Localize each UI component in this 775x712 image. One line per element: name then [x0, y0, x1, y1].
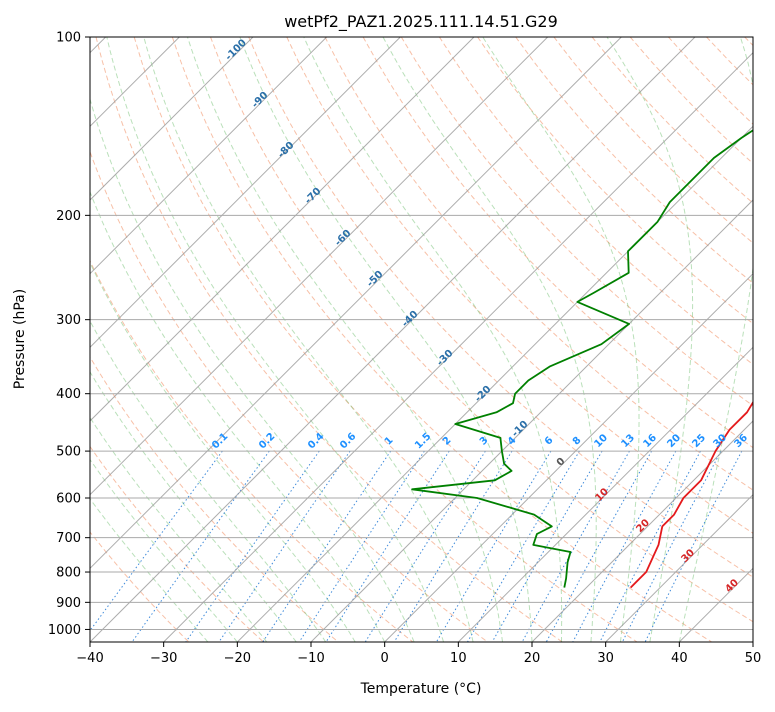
x-tick-label: −40: [76, 651, 103, 666]
x-tick-label: 10: [450, 651, 467, 666]
x-tick-label: 30: [597, 651, 614, 666]
y-tick-label: 500: [56, 445, 81, 460]
y-tick-label: 600: [56, 492, 81, 507]
y-tick-label: 800: [56, 566, 81, 581]
x-tick-label: −20: [224, 651, 251, 666]
y-tick-label: 100: [56, 31, 81, 46]
y-tick-label: 200: [56, 209, 81, 224]
x-tick-label: −30: [150, 651, 177, 666]
x-tick-label: 0: [381, 651, 389, 666]
chart-title: wetPf2_PAZ1.2025.111.14.51.G29: [284, 12, 558, 32]
y-tick-label: 400: [56, 387, 81, 402]
x-tick-label: 50: [745, 651, 762, 666]
y-axis-label: Pressure (hPa): [12, 289, 28, 389]
x-tick-label: −10: [297, 651, 324, 666]
y-tick-label: 1000: [48, 623, 81, 638]
y-tick-label: 900: [56, 596, 81, 611]
y-tick-label: 300: [56, 313, 81, 328]
x-tick-label: 40: [671, 651, 688, 666]
y-tick-label: 700: [56, 531, 81, 546]
x-axis-label: Temperature (°C): [360, 681, 482, 697]
x-tick-label: 20: [524, 651, 541, 666]
